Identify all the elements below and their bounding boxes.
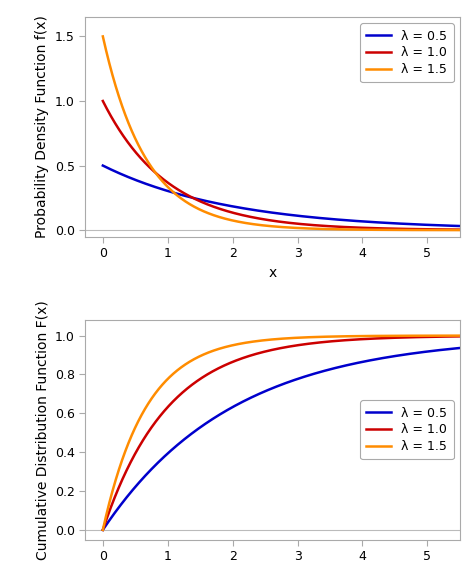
λ = 0.5 — [381, 219, 387, 226]
λ = 1.0 — [118, 129, 124, 136]
λ = 1.5 — [264, 222, 270, 229]
λ = 1.0 — [381, 225, 387, 232]
Line: λ = 1.0: λ = 1.0 — [103, 336, 460, 530]
λ = 1.0 — [447, 333, 452, 340]
λ = 1.0 — [457, 333, 463, 340]
Y-axis label: Cumulative Distribution Function F(x): Cumulative Distribution Function F(x) — [36, 300, 49, 559]
Line: λ = 1.0: λ = 1.0 — [103, 101, 460, 229]
λ = 0.5 — [100, 527, 106, 533]
λ = 1.0 — [264, 348, 270, 354]
λ = 0.5 — [457, 223, 463, 229]
λ = 0.5 — [264, 208, 270, 215]
λ = 1.5 — [447, 332, 452, 339]
λ = 1.5 — [447, 227, 452, 233]
λ = 1.5 — [457, 227, 463, 233]
λ = 0.5 — [447, 345, 452, 352]
Line: λ = 1.5: λ = 1.5 — [103, 36, 460, 230]
Line: λ = 0.5: λ = 0.5 — [103, 165, 460, 226]
X-axis label: x: x — [268, 266, 277, 279]
λ = 1.0 — [447, 226, 452, 233]
λ = 1.5 — [100, 33, 106, 40]
λ = 1.5 — [447, 332, 452, 339]
Legend: λ = 0.5, λ = 1.0, λ = 1.5: λ = 0.5, λ = 1.0, λ = 1.5 — [360, 400, 454, 460]
λ = 1.5 — [118, 99, 124, 106]
λ = 1.5 — [457, 332, 463, 339]
Line: λ = 1.5: λ = 1.5 — [103, 336, 460, 530]
λ = 1.0 — [273, 345, 279, 352]
λ = 0.5 — [457, 345, 463, 352]
λ = 0.5 — [447, 222, 452, 229]
λ = 0.5 — [118, 501, 124, 508]
λ = 1.5 — [118, 460, 124, 466]
Legend: λ = 0.5, λ = 1.0, λ = 1.5: λ = 0.5, λ = 1.0, λ = 1.5 — [360, 23, 454, 82]
λ = 0.5 — [100, 162, 106, 169]
λ = 1.5 — [381, 332, 387, 339]
λ = 0.5 — [273, 383, 279, 390]
λ = 1.0 — [381, 335, 387, 341]
λ = 1.5 — [273, 223, 279, 230]
λ = 1.0 — [457, 226, 463, 233]
λ = 1.5 — [100, 527, 106, 533]
λ = 0.5 — [447, 222, 452, 229]
λ = 1.0 — [100, 527, 106, 533]
λ = 0.5 — [264, 387, 270, 394]
λ = 0.5 — [381, 354, 387, 361]
Line: λ = 0.5: λ = 0.5 — [103, 348, 460, 530]
λ = 1.0 — [273, 218, 279, 225]
λ = 1.0 — [100, 98, 106, 105]
λ = 1.0 — [264, 216, 270, 223]
λ = 1.5 — [447, 227, 452, 233]
λ = 0.5 — [118, 170, 124, 177]
λ = 0.5 — [273, 210, 279, 216]
λ = 1.0 — [118, 479, 124, 486]
Y-axis label: Probability Density Function f(x): Probability Density Function f(x) — [36, 15, 49, 238]
λ = 1.5 — [264, 337, 270, 344]
λ = 1.0 — [447, 333, 452, 340]
λ = 1.5 — [381, 227, 387, 233]
λ = 1.0 — [447, 226, 452, 233]
λ = 1.5 — [273, 336, 279, 343]
λ = 0.5 — [447, 346, 452, 353]
